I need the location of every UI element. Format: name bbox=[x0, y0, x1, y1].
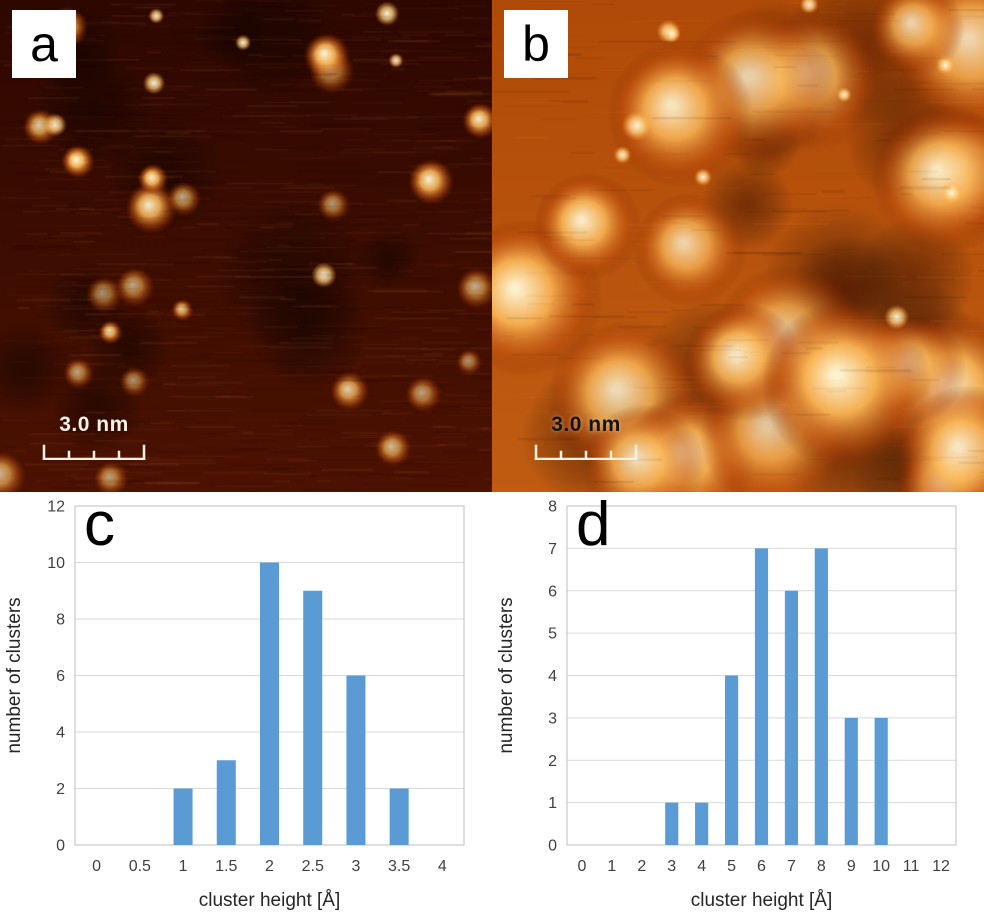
svg-text:3: 3 bbox=[351, 858, 360, 875]
svg-text:8: 8 bbox=[56, 612, 65, 629]
svg-text:3.5: 3.5 bbox=[388, 858, 410, 875]
svg-text:number of clusters: number of clusters bbox=[496, 597, 517, 753]
svg-text:2: 2 bbox=[637, 858, 646, 875]
svg-text:cluster height [Å]: cluster height [Å] bbox=[199, 890, 341, 911]
panel-letter-a: a bbox=[30, 16, 58, 72]
svg-text:2.5: 2.5 bbox=[302, 858, 324, 875]
svg-text:9: 9 bbox=[847, 858, 856, 875]
svg-text:1: 1 bbox=[607, 858, 616, 875]
svg-text:10: 10 bbox=[47, 555, 65, 572]
svg-text:8: 8 bbox=[548, 499, 557, 516]
scale-ruler-icon bbox=[534, 444, 638, 460]
svg-text:12: 12 bbox=[932, 858, 950, 875]
svg-text:number of clusters: number of clusters bbox=[4, 597, 25, 753]
stm-image-a bbox=[0, 0, 492, 492]
svg-text:1: 1 bbox=[179, 858, 188, 875]
svg-text:2: 2 bbox=[265, 858, 274, 875]
panel-label-box-a: a bbox=[12, 10, 76, 78]
svg-text:0: 0 bbox=[56, 838, 65, 855]
panel-label-box-b: b bbox=[504, 10, 568, 78]
svg-text:12: 12 bbox=[47, 499, 65, 516]
svg-text:3: 3 bbox=[548, 710, 557, 727]
svg-text:0: 0 bbox=[548, 838, 557, 855]
svg-text:0: 0 bbox=[578, 858, 587, 875]
stm-panel-a: a 3.0 nm bbox=[0, 0, 492, 492]
svg-text:1: 1 bbox=[548, 795, 557, 812]
scale-bar-a: 3.0 nm bbox=[38, 413, 150, 460]
svg-text:4: 4 bbox=[56, 725, 65, 742]
svg-text:3: 3 bbox=[667, 858, 676, 875]
svg-text:6: 6 bbox=[56, 668, 65, 685]
svg-text:11: 11 bbox=[903, 858, 920, 875]
svg-text:6: 6 bbox=[757, 858, 766, 875]
svg-text:0.5: 0.5 bbox=[129, 858, 151, 875]
scale-bar-a-text: 3.0 nm bbox=[59, 413, 129, 436]
svg-text:4: 4 bbox=[697, 858, 706, 875]
svg-text:5: 5 bbox=[548, 626, 557, 643]
histogram-panel-d: 0 1 2 3 4 5 6 7 8 0 1 2 3 4 5 6 7 8 9 10 11 12 cluster height … bbox=[492, 492, 984, 919]
histogram-chart-c: 0 2 4 6 8 10 12 0 0.5 1 1.5 2 2.5 3 3.5 4 cluster height… bbox=[4, 499, 465, 911]
svg-text:6: 6 bbox=[548, 583, 557, 600]
svg-text:8: 8 bbox=[817, 858, 826, 875]
scale-bar-b-text: 3.0 nm bbox=[551, 413, 621, 436]
svg-text:5: 5 bbox=[727, 858, 736, 875]
micrograph-row: a 3.0 nm b 3.0 nm bbox=[0, 0, 984, 492]
scale-bar-b: 3.0 nm bbox=[530, 413, 642, 460]
panel-letter-d: d bbox=[576, 490, 611, 559]
svg-text:cluster height [Å]: cluster height [Å] bbox=[691, 890, 833, 911]
svg-text:10: 10 bbox=[872, 858, 890, 875]
svg-text:7: 7 bbox=[548, 541, 557, 558]
svg-text:1.5: 1.5 bbox=[215, 858, 237, 875]
histogram-panel-c: 0 2 4 6 8 10 12 0 0.5 1 1.5 2 2.5 3 3.5 4 cluster height… bbox=[0, 492, 492, 919]
svg-text:0: 0 bbox=[92, 858, 101, 875]
scale-ruler-icon bbox=[42, 444, 146, 460]
histogram-row: 0 2 4 6 8 10 12 0 0.5 1 1.5 2 2.5 3 3.5 4 cluster height… bbox=[0, 492, 984, 919]
svg-text:2: 2 bbox=[56, 781, 65, 798]
svg-text:2: 2 bbox=[548, 753, 557, 770]
svg-text:7: 7 bbox=[787, 858, 796, 875]
stm-image-b bbox=[492, 0, 984, 492]
svg-text:4: 4 bbox=[548, 668, 557, 685]
panel-letter-c: c bbox=[84, 490, 115, 559]
svg-text:4: 4 bbox=[438, 858, 447, 875]
panel-letter-b: b bbox=[522, 16, 550, 72]
stm-panel-b: b 3.0 nm bbox=[492, 0, 984, 492]
